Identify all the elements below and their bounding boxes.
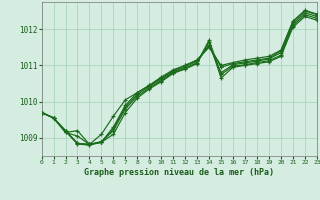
X-axis label: Graphe pression niveau de la mer (hPa): Graphe pression niveau de la mer (hPa) — [84, 168, 274, 177]
